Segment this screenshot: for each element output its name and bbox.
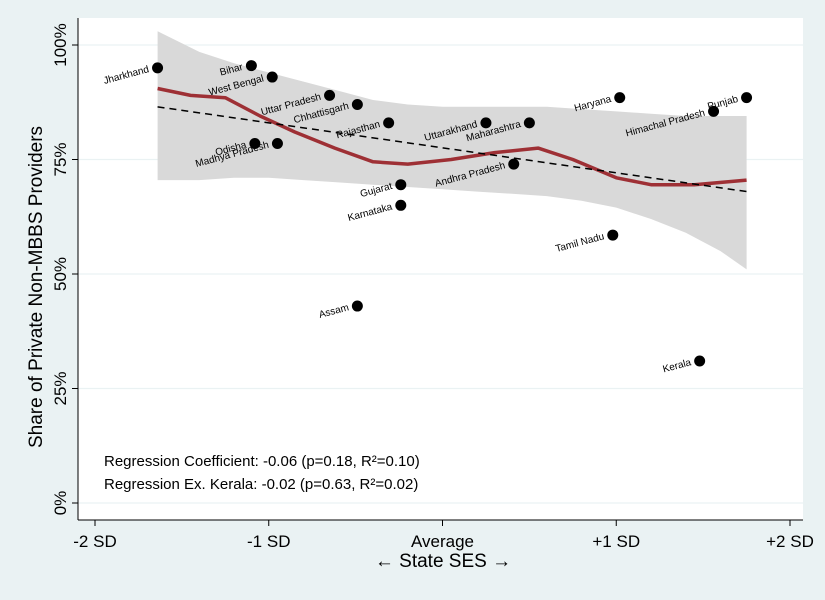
- data-point: [271, 137, 283, 149]
- lowess-line: [157, 86, 747, 187]
- confidence-band: [157, 31, 747, 270]
- data-point: [383, 117, 395, 129]
- data-point: [694, 355, 706, 367]
- data-point: [395, 179, 407, 191]
- data-point: [395, 199, 407, 211]
- data-point: [152, 62, 164, 74]
- axes: 0% 25% 50% 75% 100% -2 SD -1 SD Average +1 SD +2 …: [51, 18, 814, 551]
- data-point: [324, 89, 336, 101]
- data-point: [351, 300, 363, 312]
- data-point: [523, 117, 535, 129]
- annotation-regression: Regression Coefficient: -0.06 (p=0.18, R…: [104, 453, 420, 470]
- x-tick-label: -1 SD: [247, 532, 290, 551]
- y-tick-label: 0%: [51, 491, 70, 516]
- y-tick-label: 50%: [51, 257, 70, 291]
- data-point: [607, 229, 619, 241]
- data-point: [614, 92, 626, 104]
- x-axis-title: ← State SES →: [375, 551, 511, 572]
- data-point: [351, 99, 363, 111]
- linear-fit: [157, 106, 747, 193]
- linear-fit-line: [157, 106, 747, 193]
- data-point: [508, 158, 520, 170]
- lowess-curve: [157, 86, 747, 187]
- data-point: [245, 60, 257, 72]
- y-tick-label: 75%: [51, 142, 70, 176]
- y-tick-label: 100%: [51, 23, 70, 66]
- data-point: [266, 71, 278, 83]
- y-tick-label: 25%: [51, 371, 70, 405]
- data-point: [249, 137, 261, 149]
- x-tick-label: +1 SD: [592, 532, 640, 551]
- data-point: [480, 117, 492, 129]
- x-tick-label: -2 SD: [73, 532, 116, 551]
- data-point: [708, 105, 720, 117]
- annotation-regression-ex-kerala: Regression Ex. Kerala: -0.02 (p=0.63, R²…: [104, 476, 418, 493]
- confidence-band-area: [157, 31, 747, 270]
- y-axis-title: Share of Private Non-MBBS Providers: [26, 126, 47, 448]
- x-tick-label: Average: [411, 532, 474, 551]
- x-tick-label: +2 SD: [766, 532, 814, 551]
- data-point: [741, 92, 753, 104]
